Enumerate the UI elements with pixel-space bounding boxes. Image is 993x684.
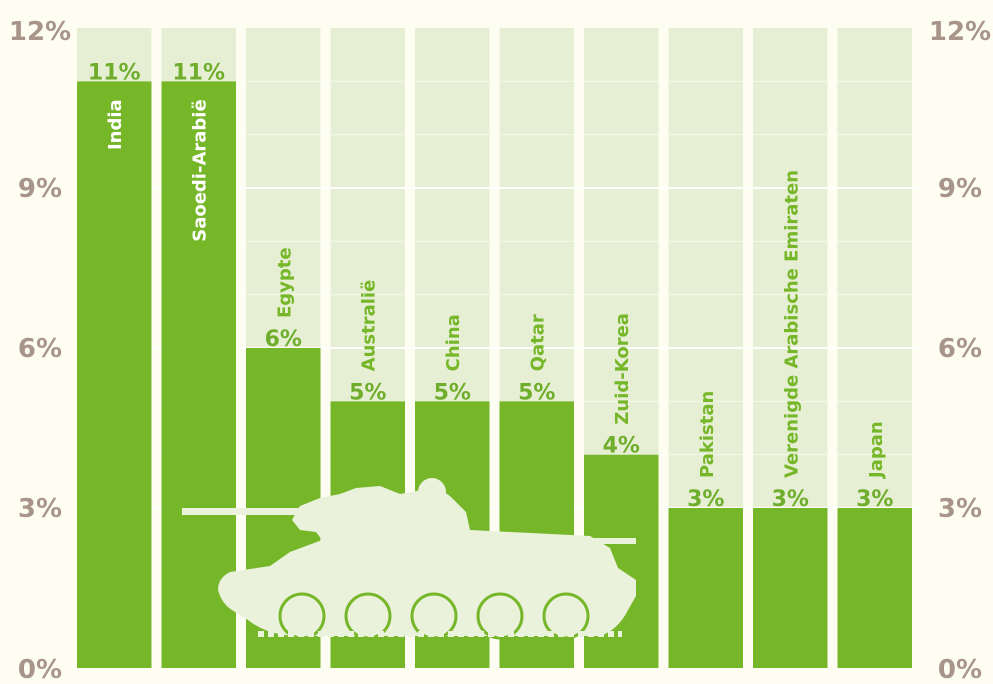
tank-wheel	[542, 592, 590, 640]
value-label: 3%	[687, 487, 724, 512]
value-label: 11%	[88, 60, 141, 85]
y-tick-left: 0%	[18, 655, 62, 684]
y-tick-right: 12%	[929, 17, 991, 47]
y-tick-right: 9%	[938, 174, 982, 204]
tank-barrel	[182, 508, 322, 515]
tank-silhouette-icon	[182, 478, 636, 640]
y-tick-left: 12%	[9, 17, 71, 47]
value-label: 3%	[772, 487, 809, 512]
tank-exhaust	[590, 538, 636, 544]
category-label: Qatar	[528, 314, 549, 371]
tank-wheel	[410, 592, 458, 640]
tank-body	[218, 486, 636, 636]
category-label: China	[443, 314, 464, 371]
value-labels: 11% 11% 6% 5% 5% 5% 4% 3% 3% 3%	[88, 60, 894, 512]
value-label: 4%	[603, 434, 640, 459]
tank-wheel	[278, 592, 326, 640]
category-label: India	[105, 99, 126, 150]
category-label: Pakistan	[697, 391, 718, 478]
category-label: Verenigde Arabische Emiraten	[781, 170, 802, 478]
bar	[161, 81, 236, 669]
category-label: Saoedi-Arabië	[190, 99, 211, 241]
y-tick-right: 3%	[938, 494, 982, 524]
value-label: 3%	[856, 487, 893, 512]
y-tick-left: 3%	[18, 494, 62, 524]
value-label: 5%	[518, 380, 555, 405]
tank-wheel	[344, 592, 392, 640]
y-axis-ticks: 0% 0% 3% 3% 6% 6% 9% 9% 12% 12%	[9, 17, 991, 684]
category-label: Zuid-Korea	[612, 313, 633, 425]
category-label: Egypte	[274, 247, 295, 318]
value-label: 11%	[172, 60, 225, 85]
category-labels: India Saoedi-Arabië Egypte Australië China Qa…	[105, 99, 887, 480]
y-tick-left: 9%	[18, 174, 62, 204]
tank-hatch	[418, 478, 446, 506]
bar	[837, 508, 912, 668]
y-tick-right: 0%	[938, 655, 982, 684]
category-label: Australië	[359, 280, 380, 372]
value-label: 5%	[349, 380, 386, 405]
value-label: 6%	[265, 327, 302, 352]
value-label: 5%	[434, 380, 471, 405]
bar	[753, 508, 828, 668]
y-tick-right: 6%	[938, 334, 982, 364]
y-tick-left: 6%	[18, 334, 62, 364]
tank-wheel	[476, 592, 524, 640]
bar	[77, 81, 152, 669]
category-label: Japan	[866, 421, 887, 480]
bar	[668, 508, 743, 668]
